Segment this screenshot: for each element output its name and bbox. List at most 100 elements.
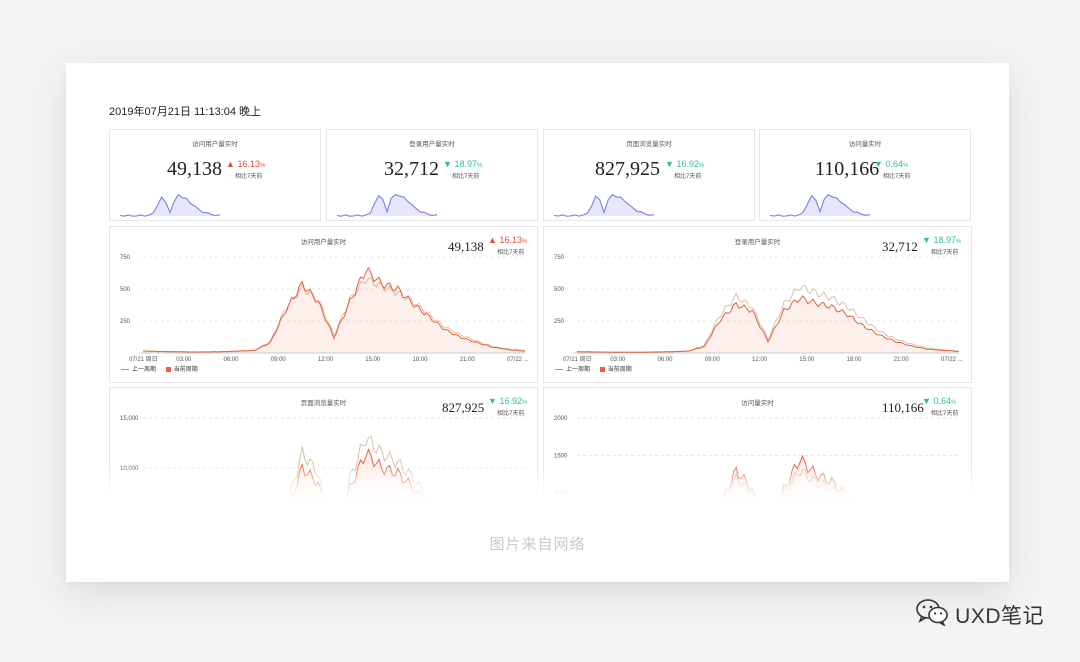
x-tick-label: 18:00: [413, 357, 429, 363]
trend-arrow-icon: ▲: [488, 235, 497, 245]
stat-title: 访问量实时: [848, 141, 882, 148]
percent-unit: %: [521, 400, 528, 406]
y-tick-label: 750: [554, 255, 565, 261]
comparison-label: 相比7天前: [931, 411, 959, 417]
chart-title: 页面浏览量实时: [300, 400, 347, 407]
stat-card[interactable]: 访问用户量实时 49,138 ▲ 16.13% 相比7天前: [109, 129, 321, 221]
stat-card[interactable]: 登录用户量实时 32,712 ▼ 18.97% 相比7天前: [326, 129, 538, 221]
sparkline-line: [554, 193, 655, 217]
stat-change: ▼ 18.97%: [443, 160, 482, 171]
change-percent: 18.97: [933, 235, 956, 245]
legend-swatch-previous: [121, 368, 129, 370]
comparison-label: 相比7天前: [497, 411, 525, 417]
sparkline-line: [337, 193, 438, 217]
brand-name: UXD笔记: [955, 605, 1044, 628]
change-percent: 18.97: [454, 159, 477, 169]
legend-current: 当前周期: [173, 367, 198, 373]
change-percent: 16.92: [499, 396, 522, 406]
x-tick-label: 07/22 ...: [941, 357, 963, 363]
stat-title: 页面浏览量实时: [626, 141, 672, 148]
stat-value: 49,138: [167, 158, 222, 180]
chart-legend[interactable]: 上一周期 当前周期: [121, 364, 198, 373]
comparison-label: 相比7天前: [452, 174, 480, 180]
chart-title: 访问用户量实时: [300, 239, 347, 246]
stat-card[interactable]: 访问量实时 110,166 ▼ 0.64% 相比7天前: [759, 129, 971, 221]
stat-change: ▼ 0.64%: [874, 160, 908, 171]
series-line-current: [577, 295, 960, 353]
x-tick-label: 03:00: [610, 357, 626, 363]
y-tick-label: 1500: [554, 454, 568, 460]
legend-swatch-current: [165, 366, 171, 372]
change-percent: 0.64: [933, 396, 951, 406]
dashboard-screenshot: 2019年07月21日 11:13:04 晚上 访问用户量实时 49,138 ▲…: [66, 63, 1009, 582]
sparkline-area: [554, 194, 654, 217]
chart-panel[interactable]: 访问用户量实时 49,138 ▲ 16.13% 相比7天前 750 500 250 07…: [109, 226, 538, 383]
x-tick-label: 18:00: [847, 357, 863, 363]
sparkline: [770, 193, 871, 217]
y-tick-label: 250: [120, 319, 131, 325]
stat-change: ▲ 16.13%: [226, 160, 265, 171]
change-percent: 16.92: [676, 159, 699, 169]
y-tick-label: 500: [554, 287, 565, 293]
series-line-current: [142, 266, 526, 353]
x-tick-label: 07/22 ...: [507, 357, 529, 363]
sparkline-line: [770, 193, 871, 217]
comparison-label: 相比7天前: [497, 250, 525, 256]
x-tick-label: 03:00: [176, 357, 192, 363]
trend-arrow-icon: ▼: [443, 159, 452, 169]
y-tick-label: 2000: [554, 416, 568, 422]
series-area-current: [577, 295, 959, 353]
stat-card[interactable]: 页面浏览量实时 827,925 ▼ 16.92% 相比7天前: [543, 129, 755, 221]
trend-arrow-icon: ▲: [226, 159, 235, 169]
chart-change: ▼ 16.92%: [488, 397, 527, 408]
chart-total-value: 827,925: [442, 400, 485, 415]
sparkline: [120, 193, 221, 217]
image-source-caption: 图片来自网络: [489, 536, 586, 553]
x-tick-label: 21:00: [460, 357, 476, 363]
sparkline-area: [337, 194, 437, 217]
y-tick-label: 250: [554, 319, 565, 325]
stat-change: ▼ 16.92%: [665, 160, 704, 171]
x-tick-label: 12:00: [318, 357, 334, 363]
trend-arrow-icon: ▼: [488, 396, 497, 406]
comparison-label: 相比7天前: [883, 174, 911, 180]
change-percent: 0.64: [885, 159, 903, 169]
wechat-brand: UXD笔记: [915, 598, 1044, 632]
chart-total-value: 110,166: [882, 400, 924, 415]
x-tick-label: 15:00: [799, 357, 815, 363]
chart-legend[interactable]: 上一周期 当前周期: [555, 364, 632, 373]
comparison-label: 相比7天前: [931, 250, 959, 256]
percent-unit: %: [698, 163, 705, 169]
chart-title: 登录用户量实时: [734, 239, 781, 246]
stat-title: 登录用户量实时: [409, 141, 455, 148]
sparkline: [554, 193, 655, 217]
fade-overlay: [66, 463, 1009, 582]
stat-value: 827,925: [595, 158, 660, 180]
chart-total-value: 32,712: [882, 239, 918, 254]
trend-arrow-icon: ▼: [922, 235, 931, 245]
chart-total-value: 49,138: [448, 239, 484, 254]
sparkline-area: [770, 194, 870, 217]
legend-previous: 上一周期: [566, 367, 591, 373]
legend-current: 当前周期: [607, 367, 632, 373]
x-tick-label: 07/21 周日: [129, 356, 158, 363]
chart-panel[interactable]: 登录用户量实时 32,712 ▼ 18.97% 相比7天前 750 500 250 07…: [543, 226, 972, 383]
percent-unit: %: [259, 163, 266, 169]
trend-arrow-icon: ▼: [665, 159, 674, 169]
comparison-label: 相比7天前: [674, 174, 702, 180]
wechat-icon: [915, 598, 949, 632]
chart-change: ▼ 0.64%: [922, 397, 956, 408]
stat-value: 32,712: [384, 158, 439, 180]
x-tick-label: 21:00: [894, 357, 910, 363]
sparkline: [337, 193, 438, 217]
percent-unit: %: [521, 239, 528, 245]
trend-arrow-icon: ▼: [874, 159, 883, 169]
x-tick-label: 06:00: [224, 357, 240, 363]
x-tick-label: 12:00: [752, 357, 768, 363]
percent-unit: %: [902, 163, 909, 169]
x-tick-label: 15:00: [365, 357, 381, 363]
x-tick-label: 06:00: [658, 357, 674, 363]
stat-title: 访问用户量实时: [192, 141, 238, 148]
percent-unit: %: [950, 400, 957, 406]
series-area-current: [143, 267, 525, 353]
